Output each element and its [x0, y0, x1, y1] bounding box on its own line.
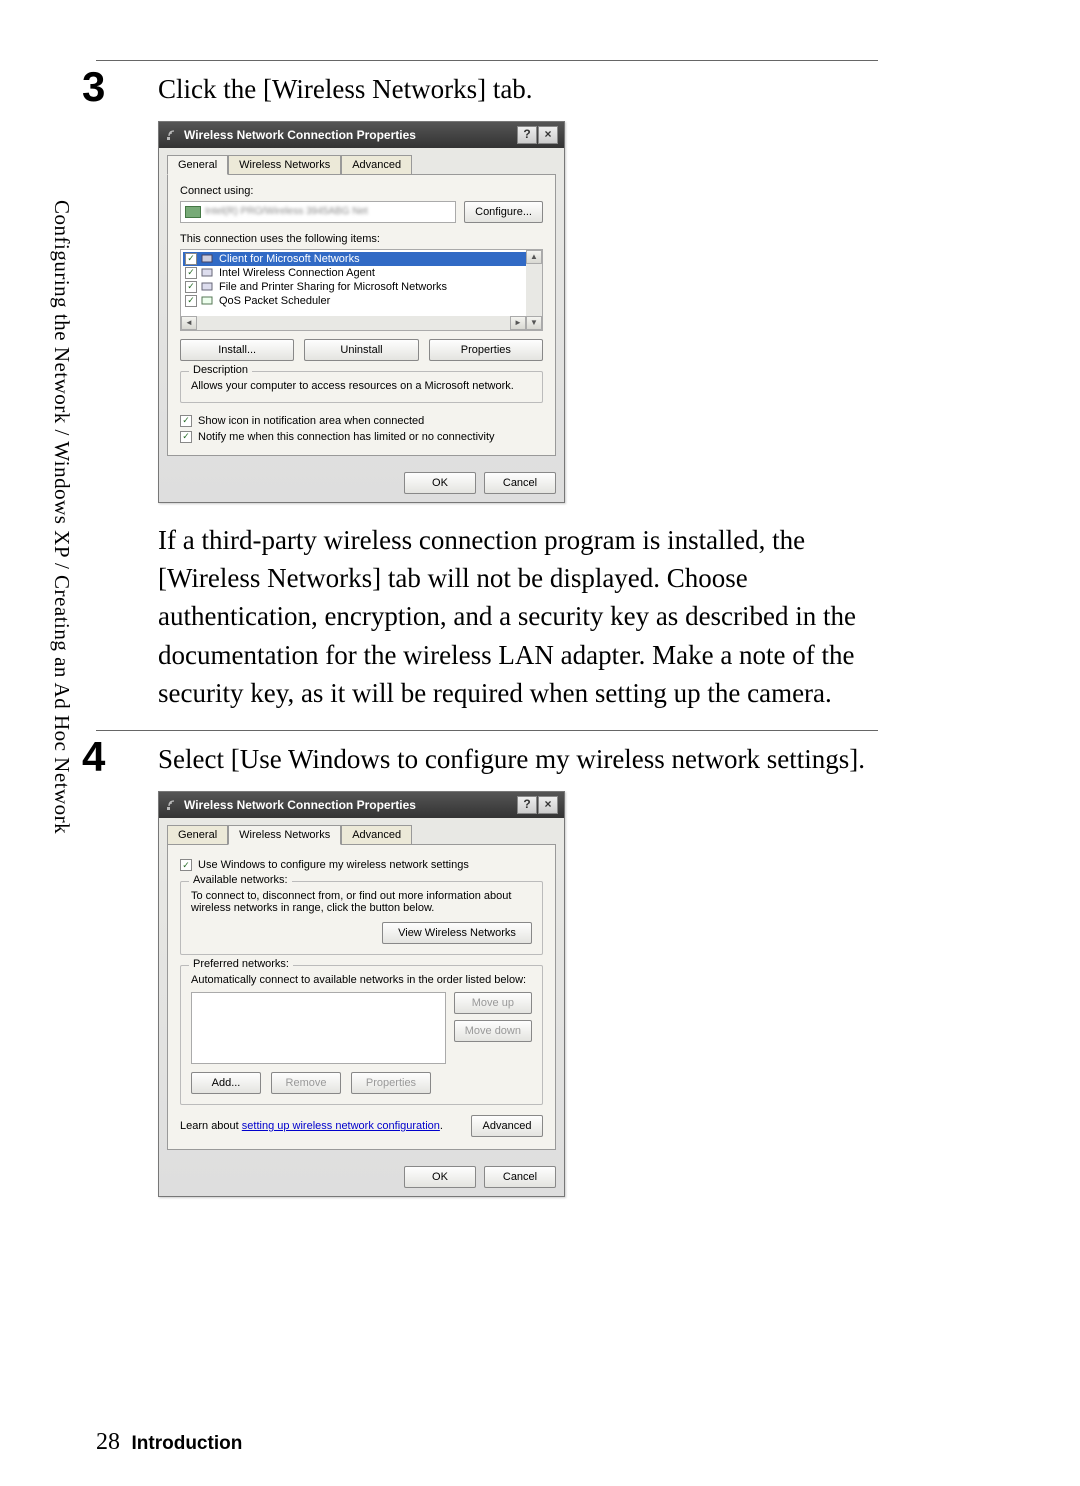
titlebar: Wireless Network Connection Properties ?…	[159, 792, 564, 818]
item-label: File and Printer Sharing for Microsoft N…	[219, 281, 447, 293]
tab-advanced[interactable]: Advanced	[341, 155, 412, 175]
vertical-scrollbar[interactable]: ▲ ▼	[526, 250, 542, 330]
adapter-name: Intel(R) PRO/Wireless 3945ABG Net	[205, 206, 368, 217]
dialog-title: Wireless Network Connection Properties	[184, 798, 416, 812]
scroll-left-icon[interactable]: ◄	[181, 316, 197, 330]
use-windows-label: Use Windows to configure my wireless net…	[198, 859, 469, 871]
help-button[interactable]: ?	[517, 126, 537, 144]
tab-wireless-networks[interactable]: Wireless Networks	[228, 155, 341, 175]
items-listbox[interactable]: ✓ Client for Microsoft Networks ✓ Intel …	[180, 249, 543, 331]
item-label: Intel Wireless Connection Agent	[219, 267, 375, 279]
list-item[interactable]: ✓ QoS Packet Scheduler	[183, 294, 540, 308]
step-3-body: If a third-party wireless connection pro…	[158, 521, 878, 713]
uninstall-button[interactable]: Uninstall	[304, 339, 418, 361]
properties-button[interactable]: Properties	[351, 1072, 431, 1094]
use-windows-checkbox[interactable]: ✓	[180, 859, 192, 871]
horizontal-scrollbar[interactable]: ◄ ►	[181, 316, 526, 330]
ok-button[interactable]: OK	[404, 1166, 476, 1188]
list-item[interactable]: ✓ Client for Microsoft Networks	[183, 252, 540, 266]
connect-using-label: Connect using:	[180, 185, 543, 197]
show-icon-checkbox[interactable]: ✓	[180, 415, 192, 427]
checkbox-icon[interactable]: ✓	[185, 267, 197, 279]
preferred-networks-listbox[interactable]	[191, 992, 446, 1064]
titlebar: Wireless Network Connection Properties ?…	[159, 122, 564, 148]
wireless-icon	[165, 128, 179, 142]
item-label: QoS Packet Scheduler	[219, 295, 330, 307]
available-networks-text: To connect to, disconnect from, or find …	[191, 890, 532, 914]
protocol-icon	[201, 295, 215, 307]
cancel-button[interactable]: Cancel	[484, 1166, 556, 1188]
tabs: General Wireless Networks Advanced	[159, 148, 564, 174]
tab-general[interactable]: General	[167, 155, 228, 175]
nic-icon	[185, 206, 201, 218]
description-text: Allows your computer to access resources…	[191, 380, 532, 392]
description-group: Description Allows your computer to acce…	[180, 371, 543, 403]
tab-wireless-networks[interactable]: Wireless Networks	[228, 825, 341, 845]
tab-body-general: Connect using: Intel(R) PRO/Wireless 394…	[167, 174, 556, 456]
tabs: General Wireless Networks Advanced	[159, 818, 564, 844]
add-button[interactable]: Add...	[191, 1072, 261, 1094]
remove-button[interactable]: Remove	[271, 1072, 341, 1094]
properties-button[interactable]: Properties	[429, 339, 543, 361]
service-icon	[201, 281, 215, 293]
step-3: 3 Click the [Wireless Networks] tab. Wir…	[96, 60, 878, 730]
available-networks-group: Available networks: To connect to, disco…	[180, 881, 543, 955]
page-number: 28	[96, 1429, 120, 1455]
dialog-properties-general: Wireless Network Connection Properties ?…	[158, 121, 565, 503]
tab-body-wireless: ✓ Use Windows to configure my wireless n…	[167, 844, 556, 1150]
advanced-button[interactable]: Advanced	[471, 1115, 543, 1137]
tab-general[interactable]: General	[167, 825, 228, 845]
show-icon-label: Show icon in notification area when conn…	[198, 415, 424, 427]
checkbox-icon[interactable]: ✓	[185, 295, 197, 307]
dialog-title: Wireless Network Connection Properties	[184, 128, 416, 142]
service-icon	[201, 267, 215, 279]
list-item[interactable]: ✓ Intel Wireless Connection Agent	[183, 266, 540, 280]
step-3-number: 3	[82, 63, 105, 111]
step-3-title: Click the [Wireless Networks] tab.	[158, 71, 878, 109]
tab-advanced[interactable]: Advanced	[341, 825, 412, 845]
notify-checkbox[interactable]: ✓	[180, 431, 192, 443]
configure-button[interactable]: Configure...	[464, 201, 543, 223]
wireless-icon	[165, 798, 179, 812]
adapter-field: Intel(R) PRO/Wireless 3945ABG Net	[180, 201, 456, 223]
notify-label: Notify me when this connection has limit…	[198, 431, 495, 443]
help-button[interactable]: ?	[517, 796, 537, 814]
view-wireless-networks-button[interactable]: View Wireless Networks	[382, 922, 532, 944]
setting-up-link[interactable]: setting up wireless network configuratio…	[242, 1120, 440, 1132]
step-4: 4 Select [Use Windows to configure my wi…	[96, 730, 878, 1215]
move-up-button[interactable]: Move up	[454, 992, 532, 1014]
client-icon	[201, 253, 215, 265]
page-footer: 28 Introduction	[96, 1429, 242, 1456]
item-label: Client for Microsoft Networks	[219, 253, 360, 265]
uses-items-label: This connection uses the following items…	[180, 233, 543, 245]
checkbox-icon[interactable]: ✓	[185, 253, 197, 265]
scroll-down-icon[interactable]: ▼	[526, 316, 542, 330]
preferred-networks-label: Preferred networks:	[189, 958, 293, 970]
preferred-networks-group: Preferred networks: Automatically connec…	[180, 965, 543, 1105]
cancel-button[interactable]: Cancel	[484, 472, 556, 494]
ok-button[interactable]: OK	[404, 472, 476, 494]
scroll-right-icon[interactable]: ►	[510, 316, 526, 330]
preferred-networks-text: Automatically connect to available netwo…	[191, 974, 532, 986]
dialog-properties-wireless: Wireless Network Connection Properties ?…	[158, 791, 565, 1197]
checkbox-icon[interactable]: ✓	[185, 281, 197, 293]
section-name: Introduction	[132, 1433, 243, 1454]
available-networks-label: Available networks:	[189, 874, 292, 886]
close-button[interactable]: ×	[538, 796, 558, 814]
close-button[interactable]: ×	[538, 126, 558, 144]
scroll-up-icon[interactable]: ▲	[526, 250, 542, 264]
step-4-number: 4	[82, 733, 105, 781]
list-item[interactable]: ✓ File and Printer Sharing for Microsoft…	[183, 280, 540, 294]
description-label: Description	[189, 364, 252, 376]
install-button[interactable]: Install...	[180, 339, 294, 361]
move-down-button[interactable]: Move down	[454, 1020, 532, 1042]
learn-about-text: Learn about setting up wireless network …	[180, 1120, 461, 1132]
step-4-title: Select [Use Windows to configure my wire…	[158, 741, 878, 779]
